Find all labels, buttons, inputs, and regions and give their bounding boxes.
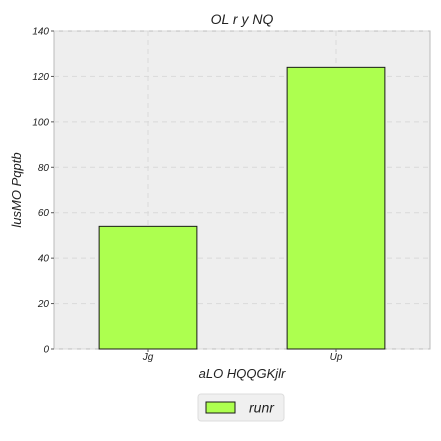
x-tick-label: Jg xyxy=(142,352,154,363)
y-axis-label: lusMO Pqptb xyxy=(9,152,24,227)
legend-swatch xyxy=(205,401,236,414)
legend-label: runr xyxy=(249,400,275,416)
plot-area: 0 20 40 60 80 100 120 140 Jg Up xyxy=(32,27,431,363)
y-tick-label: 0 xyxy=(43,345,49,356)
y-tick-label: 100 xyxy=(32,117,49,128)
x-tick-label: Up xyxy=(330,352,343,363)
chart-title: OL r y NQ xyxy=(211,11,274,27)
legend-box xyxy=(197,393,285,422)
y-tick-label: 80 xyxy=(38,163,50,174)
bar xyxy=(98,225,198,350)
x-axis-label: aLO HQQGKjlr xyxy=(199,366,286,381)
y-tick-label: 60 xyxy=(38,208,50,219)
y-tick-label: 20 xyxy=(37,299,50,310)
y-tick-label: 140 xyxy=(32,27,49,38)
legend: runr xyxy=(197,393,285,422)
bar xyxy=(286,66,386,350)
y-tick-label: 120 xyxy=(32,72,49,83)
y-tick-label: 40 xyxy=(38,254,50,265)
